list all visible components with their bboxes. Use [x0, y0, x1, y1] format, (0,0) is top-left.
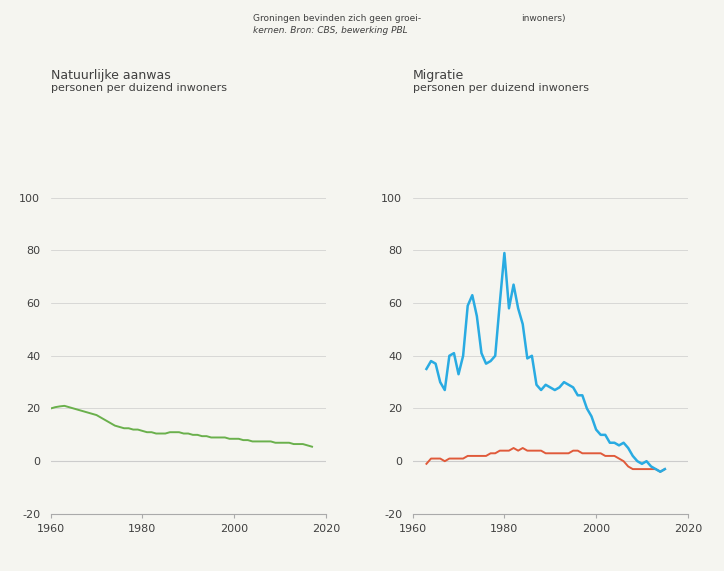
- Text: Migratie: Migratie: [413, 69, 464, 82]
- Text: Groningen bevinden zich geen groei-: Groningen bevinden zich geen groei-: [253, 14, 421, 23]
- Text: Natuurlijke aanwas: Natuurlijke aanwas: [51, 69, 170, 82]
- Text: personen per duizend inwoners: personen per duizend inwoners: [413, 83, 589, 93]
- Text: kernen. Bron: CBS, bewerking PBL: kernen. Bron: CBS, bewerking PBL: [253, 26, 408, 35]
- Text: personen per duizend inwoners: personen per duizend inwoners: [51, 83, 227, 93]
- Text: inwoners): inwoners): [521, 14, 565, 23]
